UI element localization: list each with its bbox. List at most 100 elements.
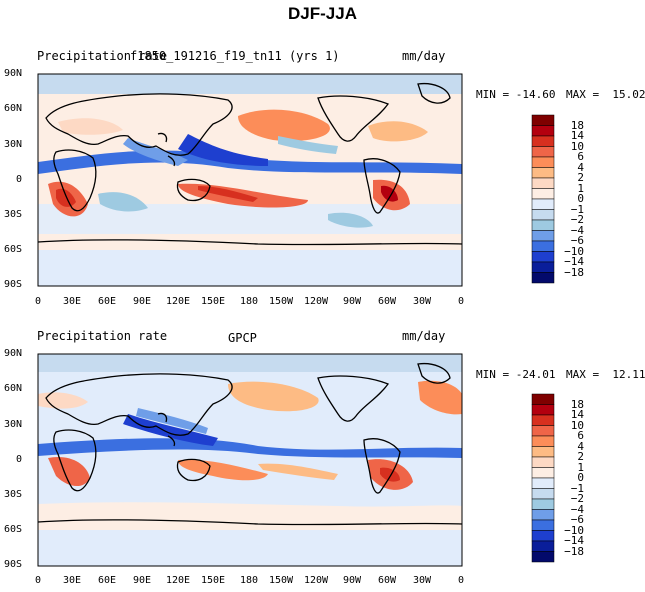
lat-tick: 30N [4, 419, 23, 430]
colorbar-label: 14 [570, 129, 584, 142]
lat-tick: 90S [4, 559, 23, 570]
colorbar-label: 1 [577, 460, 584, 474]
map-plot-observations [37, 353, 463, 567]
colorbar-label: 6 [577, 429, 584, 442]
lon-tick: 90E [133, 296, 152, 307]
lon-tick: 120W [304, 296, 329, 307]
colorbar-label: −14 [564, 255, 584, 268]
colorbar-swatch [531, 240, 555, 252]
colorbar-swatch [531, 177, 555, 189]
lon-tick: 30W [413, 575, 432, 586]
lon-tick: 0 [458, 296, 465, 307]
colorbar-swatch [531, 467, 555, 479]
figure-title: DJF-JJA [288, 4, 357, 23]
colorbar-swatch [531, 230, 555, 242]
colorbar-swatch [531, 167, 555, 179]
colorbar-swatch [531, 125, 555, 137]
colorbar-label: −6 [570, 513, 584, 526]
colorbar-swatch [531, 509, 555, 521]
lon-tick: 30W [413, 296, 432, 307]
lat-tick: 0 [16, 454, 23, 465]
colorbar-label: −2 [570, 213, 584, 226]
colorbar-label: −10 [564, 523, 584, 537]
colorbar-label: −18 [564, 544, 584, 558]
colorbar-label: −2 [570, 492, 584, 505]
max-value-label: MAX = 12.11 [566, 368, 645, 381]
lon-tick: 120W [304, 575, 329, 586]
max-value-label: MAX = 15.02 [566, 88, 645, 101]
colorbar-label: 6 [577, 150, 584, 163]
colorbar-swatch [531, 551, 555, 563]
variable-label: Precipitation rate [37, 49, 168, 63]
lon-tick: 30E [63, 575, 82, 586]
colorbar-swatch [531, 446, 555, 458]
lon-tick: 60W [378, 575, 397, 586]
lat-tick: 30S [4, 209, 23, 220]
colorbar-swatch [531, 425, 555, 437]
lat-tick: 0 [16, 174, 23, 185]
lon-tick: 0 [35, 296, 42, 307]
lon-tick: 90E [133, 575, 152, 586]
colorbar-swatch [531, 272, 555, 284]
colorbar-swatch [531, 404, 555, 416]
lon-tick: 60E [98, 296, 117, 307]
colorbar-swatch [531, 488, 555, 500]
colorbar-label: 10 [570, 139, 584, 153]
lat-tick: 90S [4, 279, 23, 290]
min-value-label: MIN = -24.01 [476, 368, 556, 381]
map-plot-model [37, 73, 463, 287]
colorbar-swatch [531, 198, 555, 210]
lon-tick: 30E [63, 296, 82, 307]
lat-tick: 60N [4, 383, 23, 394]
colorbar-swatch [531, 393, 555, 405]
colorbar-observations [531, 393, 555, 563]
colorbar-model [531, 114, 555, 284]
colorbar-swatch [531, 540, 555, 552]
colorbar-label: −10 [564, 244, 584, 258]
colorbar-swatch [531, 261, 555, 273]
lon-tick: 150W [269, 575, 294, 586]
variable-label: Precipitation rate [37, 329, 168, 343]
colorbar-label: −4 [570, 223, 584, 237]
colorbar-swatch [531, 435, 555, 447]
lon-tick: 150E [201, 575, 226, 586]
colorbar-label: −1 [570, 481, 584, 495]
colorbar-swatch [531, 188, 555, 200]
case-label: GPCP [228, 331, 257, 345]
lat-tick: 30N [4, 139, 23, 150]
colorbar-label: −1 [570, 202, 584, 216]
lon-tick: 0 [35, 575, 42, 586]
colorbar-label: 2 [577, 171, 584, 184]
lat-tick: 30S [4, 489, 23, 500]
colorbar-label: 0 [577, 192, 584, 205]
colorbar-swatch [531, 414, 555, 426]
colorbar-swatch [531, 477, 555, 489]
colorbar-label: −14 [564, 534, 584, 547]
colorbar-label: 10 [570, 418, 584, 432]
lon-tick: 0 [458, 575, 465, 586]
colorbar-label: −6 [570, 234, 584, 247]
colorbar-swatch [531, 530, 555, 542]
colorbar-label: 18 [570, 118, 584, 132]
colorbar-label: 18 [570, 397, 584, 411]
colorbar-swatch [531, 519, 555, 531]
lon-tick: 60E [98, 575, 117, 586]
lon-tick: 90W [343, 296, 362, 307]
colorbar-label: 14 [570, 408, 584, 421]
colorbar-label: 4 [577, 439, 584, 453]
lat-tick: 60S [4, 244, 23, 255]
lat-tick: 60N [4, 103, 23, 114]
colorbar-label: 0 [577, 471, 584, 484]
lat-tick: 60S [4, 524, 23, 535]
colorbar-label: −4 [570, 502, 584, 516]
lon-tick: 60W [378, 296, 397, 307]
colorbar-label: −18 [564, 265, 584, 279]
min-value-label: MIN = -14.60 [476, 88, 556, 101]
lon-tick: 150E [201, 296, 226, 307]
colorbar-swatch [531, 456, 555, 468]
colorbar-label: 4 [577, 160, 584, 174]
lat-tick: 90N [4, 68, 23, 79]
colorbar-swatch [531, 498, 555, 510]
lon-tick: 120E [166, 575, 191, 586]
colorbar-label: 1 [577, 181, 584, 195]
